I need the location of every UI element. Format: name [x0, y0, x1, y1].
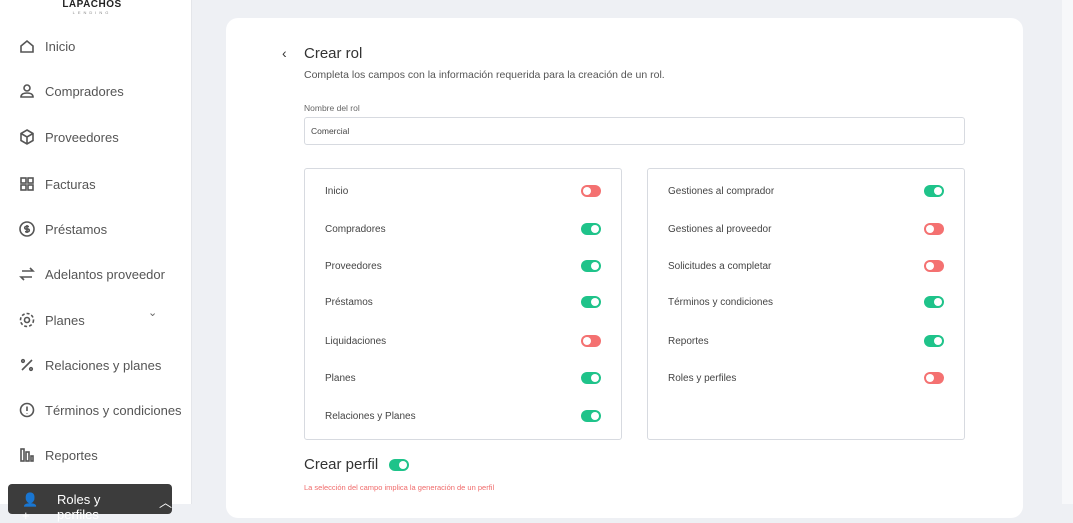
permission-label: Solicitudes a completar	[668, 260, 772, 272]
permission-row: Gestiones al proveedor	[668, 222, 944, 236]
users-icon	[20, 84, 34, 98]
permission-label: Inicio	[325, 185, 349, 197]
sidebar-item-facturas[interactable]: Facturas	[18, 174, 96, 194]
arrows-icon	[19, 267, 35, 281]
box-icon	[20, 129, 34, 145]
permission-toggle[interactable]	[581, 296, 601, 308]
permission-label: Compradores	[325, 223, 386, 235]
user-plus-icon: 👤+	[22, 492, 39, 523]
permission-label: Proveedores	[325, 260, 382, 272]
sidebar-item-label: Compradores	[45, 83, 124, 99]
permission-label: Términos y condiciones	[668, 296, 774, 308]
permission-row: Relaciones y Planes	[325, 409, 601, 423]
permission-toggle[interactable]	[924, 223, 944, 235]
permission-row: Préstamos	[325, 295, 601, 309]
permission-label: Liquidaciones	[325, 335, 387, 347]
permissions-right: Gestiones al comprador Gestiones al prove…	[647, 168, 965, 440]
permission-row: Reportes	[668, 334, 944, 348]
logo-subtext: LENDING	[72, 10, 112, 15]
create-profile-note: La selección del campo implica la genera…	[304, 483, 495, 492]
sidebar-item-compradores[interactable]: Compradores	[18, 81, 124, 101]
permission-toggle[interactable]	[581, 223, 601, 235]
page-title: Crear rol	[304, 45, 363, 62]
percent-icon	[20, 358, 34, 372]
scroll-area	[1062, 0, 1073, 504]
sidebar-item-roles-y-perfiles[interactable]: 👤+ Roles y perfiles ︿	[8, 484, 172, 523]
permission-row: Gestiones al comprador	[668, 184, 944, 198]
logo-text: LAPACHOS	[62, 0, 122, 10]
permission-row: Planes	[325, 371, 601, 385]
permission-label: Gestiones al proveedor	[668, 223, 772, 235]
role-name-label: Nombre del rol	[304, 103, 360, 113]
create-profile-label: Crear perfil	[304, 456, 379, 473]
bar-chart-icon	[20, 448, 34, 462]
permission-label: Planes	[325, 372, 356, 384]
permission-row: Inicio	[325, 184, 601, 198]
sidebar-item-label: Planes	[45, 312, 85, 328]
sidebar-item-label: Proveedores	[45, 129, 119, 145]
sidebar-item-label: Facturas	[45, 176, 96, 192]
page-subtitle: Completa los campos con la información r…	[304, 69, 665, 81]
sidebar-item-relaciones-y-planes[interactable]: Relaciones y planes	[18, 355, 161, 375]
back-chevron-icon[interactable]: ‹	[282, 45, 287, 61]
chevron-up-icon: ︿	[158, 495, 172, 510]
sidebar-item-inicio[interactable]: Inicio	[18, 36, 75, 56]
permission-row: Compradores	[325, 222, 601, 236]
permission-row: Roles y perfiles	[668, 371, 944, 385]
sidebar-item-label: Relaciones y planes	[45, 357, 162, 373]
sidebar: LAPACHOS LENDING Inicio Compradores Proveed…	[0, 0, 192, 523]
permission-toggle[interactable]	[581, 335, 601, 347]
sidebar-item-label: Préstamos	[45, 221, 108, 237]
role-name-input[interactable]	[304, 117, 965, 145]
sidebar-item-planes[interactable]: Planes ⌄	[18, 307, 157, 330]
create-profile: Crear perfil	[304, 456, 410, 473]
permission-label: Reportes	[668, 335, 709, 347]
permission-toggle[interactable]	[924, 335, 944, 347]
gear-icon	[19, 312, 35, 328]
sidebar-item-pr-stamos[interactable]: Préstamos	[18, 219, 107, 239]
logo: LAPACHOS LENDING	[0, 0, 184, 15]
permission-label: Roles y perfiles	[668, 372, 737, 384]
permission-label: Préstamos	[325, 296, 373, 308]
sidebar-item-label: Reportes	[45, 447, 98, 463]
create-role-card	[226, 18, 1023, 518]
permission-label: Relaciones y Planes	[325, 410, 416, 422]
permission-row: Proveedores	[325, 259, 601, 273]
permission-row: Solicitudes a completar	[668, 259, 944, 273]
sidebar-item-t-rminos-y-condiciones[interactable]: Términos y condiciones	[18, 400, 182, 420]
permission-toggle[interactable]	[924, 260, 944, 272]
permission-row: Liquidaciones	[325, 334, 601, 348]
permission-toggle[interactable]	[924, 372, 944, 384]
chevron-down-icon[interactable]: ⌄	[148, 307, 158, 319]
permission-toggle[interactable]	[581, 410, 601, 422]
permission-toggle[interactable]	[581, 260, 601, 272]
home-icon	[20, 39, 34, 53]
sidebar-item-proveedores[interactable]: Proveedores	[18, 127, 119, 147]
create-profile-toggle[interactable]	[389, 458, 410, 471]
sidebar-item-label: Adelantos proveedor	[45, 266, 165, 282]
permission-toggle[interactable]	[581, 185, 601, 197]
sidebar-item-label: Inicio	[45, 38, 76, 54]
permission-toggle[interactable]	[581, 372, 601, 384]
permission-label: Gestiones al comprador	[668, 185, 775, 197]
permission-toggle[interactable]	[924, 185, 944, 197]
sidebar-item-reportes[interactable]: Reportes	[18, 445, 98, 465]
sidebar-item-label: Términos y condiciones	[45, 402, 182, 418]
grid-icon	[20, 177, 34, 191]
permission-toggle[interactable]	[924, 296, 944, 308]
alert-circle-icon	[19, 402, 35, 418]
permissions-left: Inicio Compradores Proveedores Préstamos Liq…	[304, 168, 622, 440]
permission-row: Términos y condiciones	[668, 295, 944, 309]
dollar-circle-icon	[19, 221, 35, 237]
sidebar-item-adelantos-proveedor[interactable]: Adelantos proveedor	[18, 264, 165, 284]
